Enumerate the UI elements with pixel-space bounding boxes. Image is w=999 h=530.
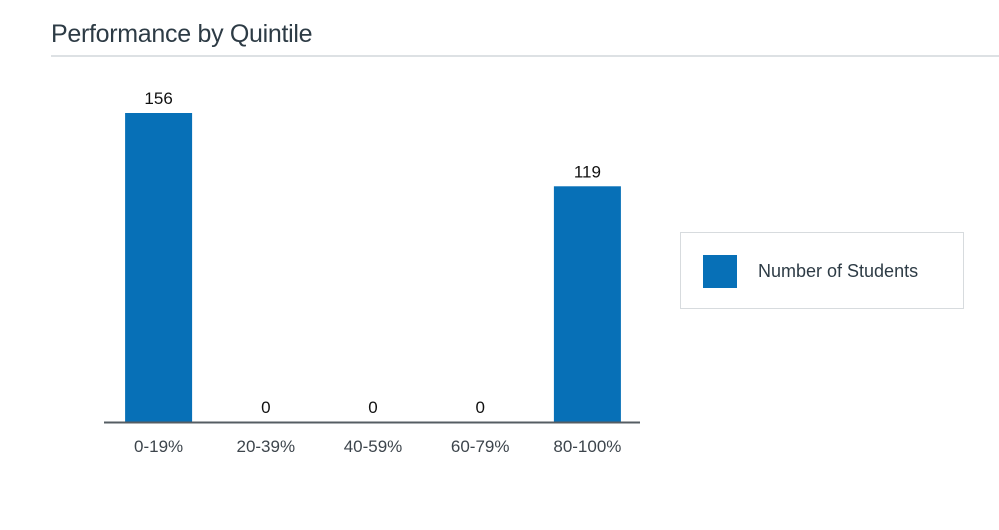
bar-80-100%	[553, 186, 621, 422]
title-divider	[51, 55, 999, 57]
legend-swatch	[703, 255, 737, 288]
data-label: 0	[368, 398, 377, 417]
x-tick-label: 20-39%	[236, 437, 295, 456]
legend: Number of Students	[680, 232, 964, 309]
data-label: 119	[574, 162, 601, 181]
x-tick-label: 40-59%	[344, 437, 403, 456]
legend-label: Number of Students	[758, 261, 919, 281]
chart-title: Performance by Quintile	[51, 20, 313, 48]
bar-0-19%	[125, 113, 193, 422]
x-tick-label: 60-79%	[451, 437, 510, 456]
data-label: 0	[475, 398, 484, 417]
x-tick-label: 0-19%	[134, 437, 183, 456]
data-label: 156	[144, 89, 172, 108]
x-tick-label: 80-100%	[553, 437, 621, 456]
data-label: 0	[261, 398, 270, 417]
